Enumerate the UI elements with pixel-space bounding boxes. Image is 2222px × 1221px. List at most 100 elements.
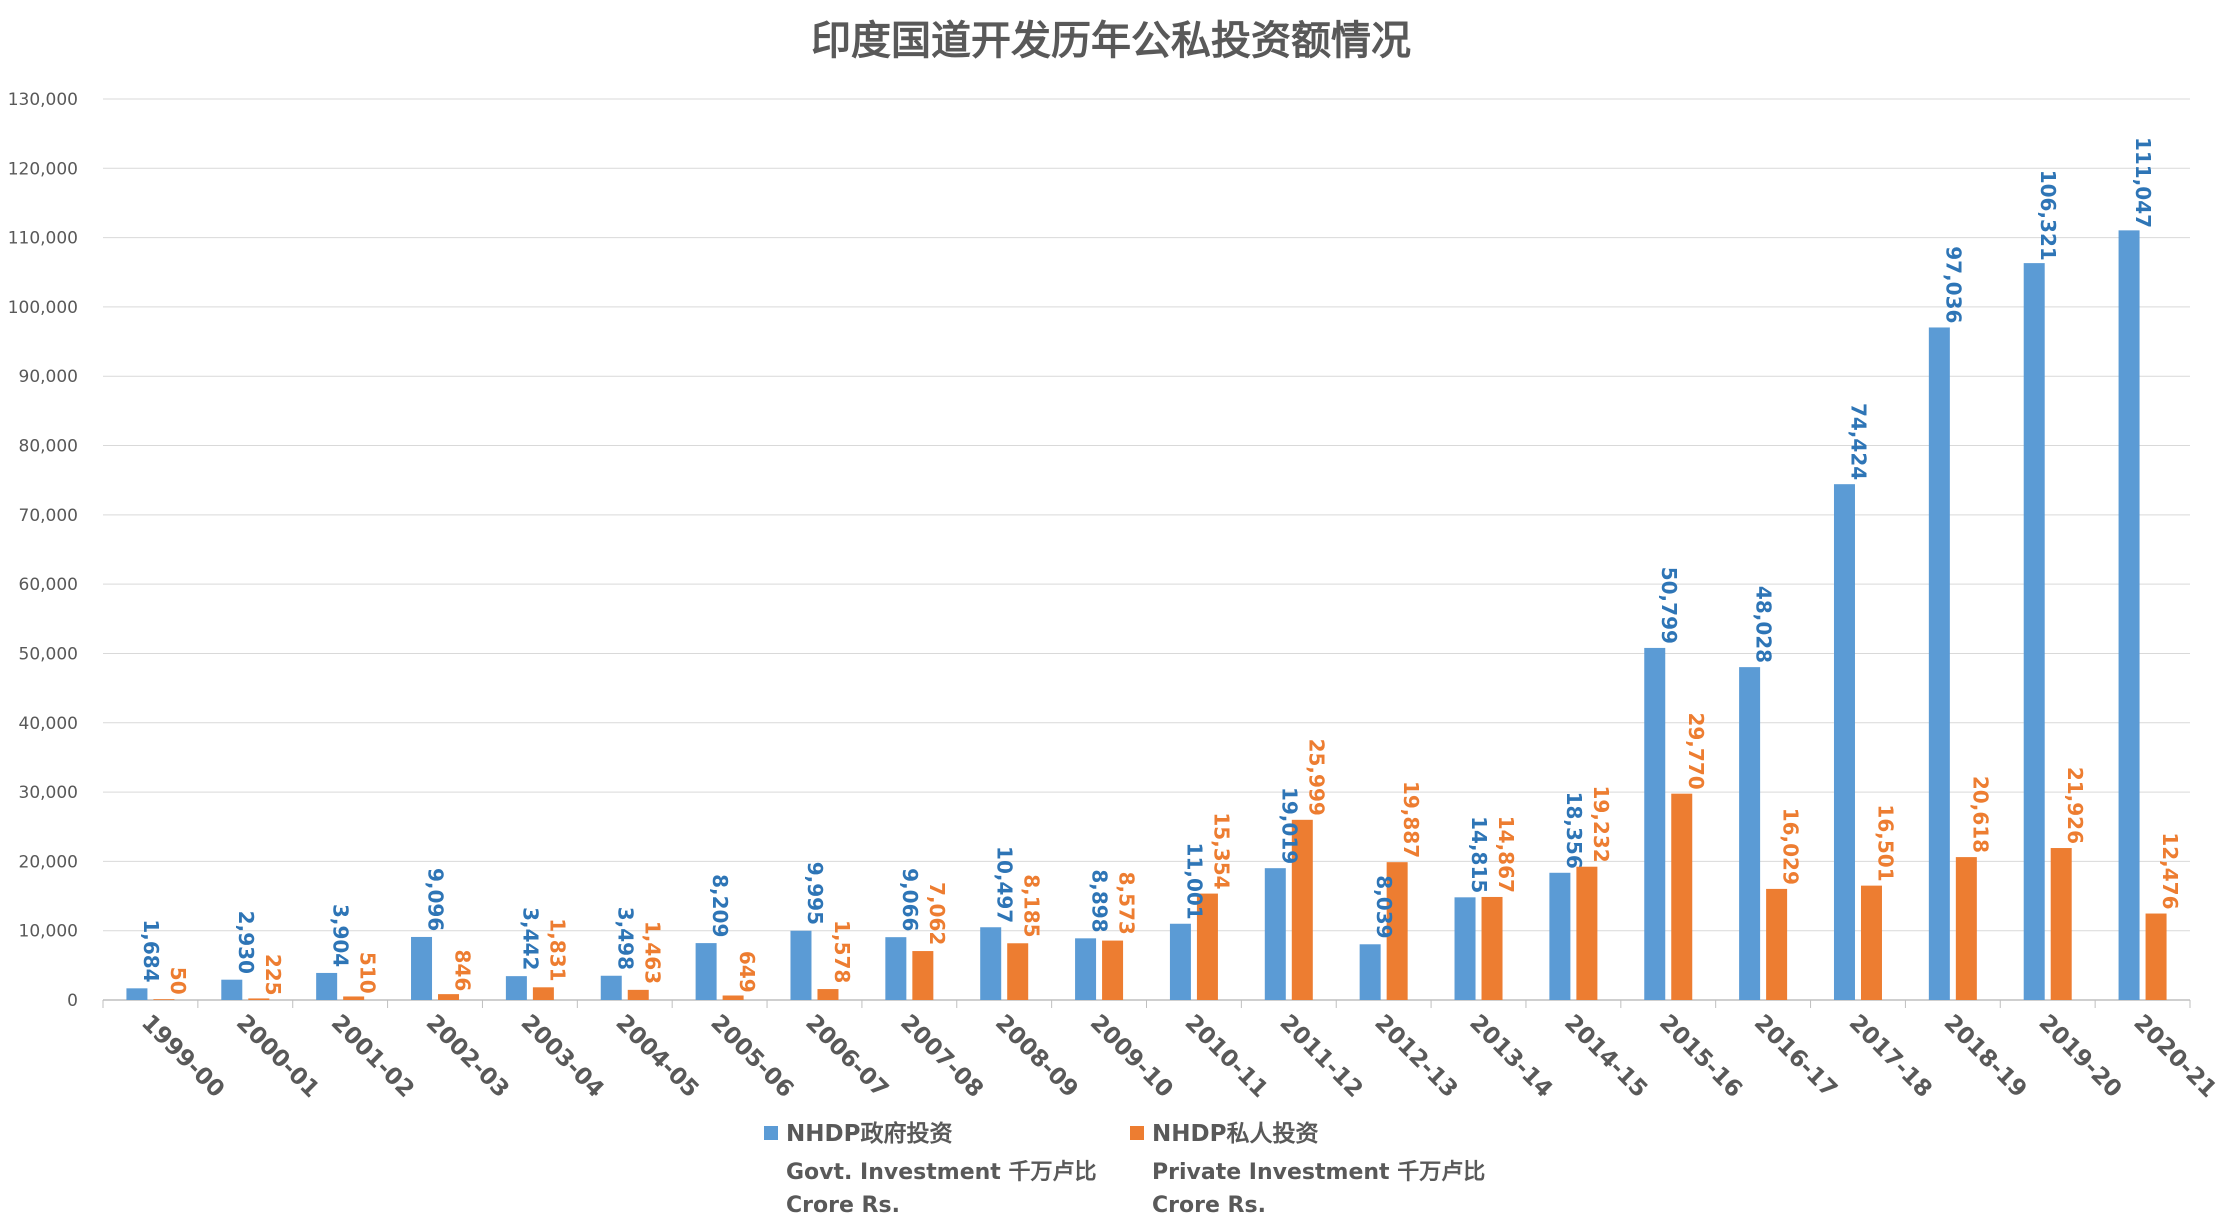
data-label: 12,476 — [2158, 832, 2182, 909]
data-label: 15,354 — [1209, 812, 1233, 889]
legend: NHDP政府投资 Govt. Investment 千万卢比 Crore Rs. NH… — [764, 1120, 1485, 1218]
legend-swatch — [764, 1126, 778, 1140]
y-tick-label: 20,000 — [19, 852, 78, 872]
bar — [1481, 896, 1503, 1000]
bar — [980, 927, 1002, 1000]
bar — [627, 989, 649, 1000]
bar — [411, 936, 433, 1000]
bar — [532, 987, 554, 1000]
data-label: 1,578 — [830, 920, 854, 983]
y-tick-label: 110,000 — [8, 229, 78, 249]
y-tick-label: 70,000 — [19, 506, 78, 526]
data-label: 20,618 — [1968, 776, 1992, 853]
x-tick-label: 2005-06 — [705, 1010, 798, 1103]
bar — [1644, 647, 1666, 1000]
data-label: 16,029 — [1779, 808, 1803, 885]
data-label: 1,463 — [640, 921, 664, 984]
legend-label: Govt. Investment 千万卢比 — [786, 1159, 1096, 1185]
y-tick-label: 50,000 — [19, 644, 78, 664]
data-label: 25,999 — [1304, 739, 1328, 816]
y-tick-label: 90,000 — [19, 367, 78, 387]
x-tick-label: 2003-04 — [516, 1010, 609, 1103]
bar — [221, 979, 243, 1000]
y-axis-ticks: 0 10,000 20,000 30,000 40,000 50,000 60,000 70,… — [8, 90, 78, 1011]
x-tick-label: 2007-08 — [895, 1010, 988, 1103]
legend-label: Crore Rs. — [1152, 1193, 1266, 1218]
data-label: 9,096 — [424, 868, 448, 931]
bar — [1196, 893, 1218, 1000]
x-tick-label: 2011-12 — [1275, 1010, 1368, 1103]
gridlines — [103, 98, 2190, 1001]
x-tick-label: 2008-09 — [990, 1010, 1083, 1103]
bar — [1264, 868, 1286, 1000]
bar — [1359, 944, 1381, 1000]
y-tick-label: 30,000 — [19, 783, 78, 803]
bar — [1955, 857, 1977, 1000]
data-label: 19,232 — [1589, 786, 1613, 863]
x-tick-label: 2015-16 — [1654, 1010, 1747, 1103]
y-tick-label: 130,000 — [8, 90, 78, 110]
bar — [1549, 872, 1571, 1000]
bar — [2023, 263, 2045, 1001]
bar — [2118, 230, 2140, 1000]
data-label: 14,815 — [1467, 816, 1491, 893]
y-tick-label: 60,000 — [19, 575, 78, 595]
x-tick-label: 2006-07 — [800, 1010, 893, 1103]
data-label: 74,424 — [1846, 403, 1870, 480]
bar — [153, 999, 175, 1000]
data-label: 18,356 — [1562, 792, 1586, 869]
bar — [817, 989, 839, 1000]
x-tick-label: 2018-19 — [1939, 1010, 2032, 1103]
bar — [790, 930, 812, 1000]
x-tick-label: 2014-15 — [1559, 1010, 1652, 1103]
data-label: 8,209 — [708, 874, 732, 937]
data-label: 50 — [166, 967, 190, 995]
y-tick-label: 0 — [67, 991, 78, 1011]
bar — [1007, 943, 1029, 1000]
data-label: 649 — [735, 951, 759, 993]
bar — [912, 951, 934, 1000]
bar — [2145, 913, 2167, 1000]
data-label: 9,995 — [803, 862, 827, 925]
y-tick-label: 100,000 — [8, 298, 78, 318]
data-label: 14,867 — [1494, 816, 1518, 893]
bar — [1169, 923, 1191, 1000]
x-tick-label: 2000-01 — [231, 1010, 324, 1103]
data-label: 106,321 — [2036, 170, 2060, 261]
bar — [695, 943, 717, 1000]
bar — [126, 988, 148, 1000]
data-label: 97,036 — [1941, 246, 1965, 323]
data-label: 19,019 — [1277, 787, 1301, 864]
y-tick-label: 80,000 — [19, 437, 78, 457]
data-label: 510 — [356, 952, 380, 994]
bar — [438, 994, 460, 1000]
bar — [248, 998, 270, 1000]
x-tick-label: 2002-03 — [421, 1010, 514, 1103]
y-tick-label: 10,000 — [19, 922, 78, 942]
bar — [1833, 484, 1855, 1000]
bar — [1928, 327, 1950, 1000]
x-tick-label: 1999-00 — [136, 1010, 229, 1103]
data-label: 21,926 — [2063, 767, 2087, 844]
data-label: 3,904 — [329, 904, 353, 967]
bar — [1739, 667, 1761, 1000]
bar — [600, 975, 622, 1000]
bar — [343, 996, 365, 1000]
data-label: 111,047 — [2131, 137, 2155, 228]
x-tick-label: 2017-18 — [1844, 1010, 1937, 1103]
bar — [316, 972, 338, 1000]
bar — [1766, 888, 1788, 1000]
data-label: 8,185 — [1020, 874, 1044, 937]
data-label: 3,442 — [518, 907, 542, 970]
bar — [1386, 862, 1408, 1000]
data-label: 846 — [451, 950, 475, 992]
data-label: 50,799 — [1657, 567, 1681, 644]
bar — [2050, 848, 2072, 1000]
bar — [1454, 897, 1476, 1000]
x-tick-label: 2016-17 — [1749, 1010, 1842, 1103]
data-label: 3,498 — [613, 907, 637, 970]
data-label: 1,684 — [139, 919, 163, 982]
data-label: 2,930 — [234, 911, 258, 974]
